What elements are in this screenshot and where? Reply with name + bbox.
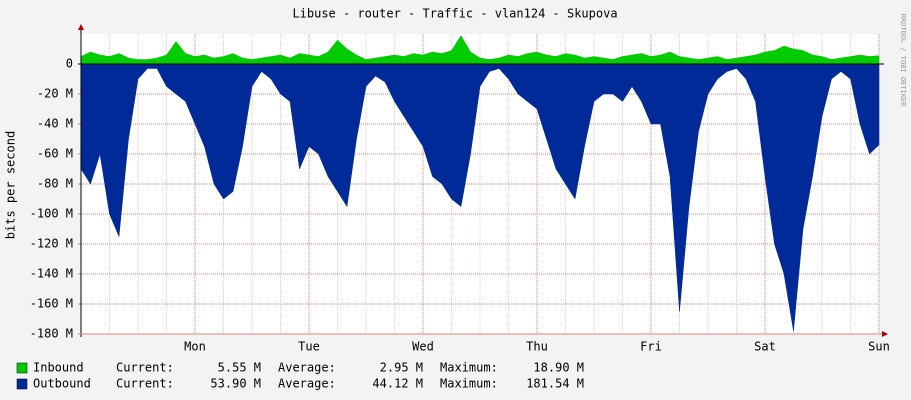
y-tick-label: 0 bbox=[66, 57, 73, 71]
y-tick-label: -180 M bbox=[30, 327, 73, 341]
y-axis-arrow bbox=[78, 24, 84, 30]
legend-swatch bbox=[16, 378, 28, 390]
legend-label: Outbound bbox=[33, 377, 91, 391]
y-axis-label: bits per second bbox=[4, 131, 18, 239]
stat-label: Current: bbox=[116, 361, 174, 375]
legend-swatch bbox=[16, 362, 28, 374]
y-tick-label: -160 M bbox=[30, 297, 73, 311]
x-tick-label: Mon bbox=[184, 340, 206, 354]
watermark: RRDTOOL / TOBI OETIKER bbox=[899, 14, 907, 108]
y-tick-label: -60 M bbox=[37, 147, 73, 161]
x-tick-label: Fri bbox=[640, 340, 662, 354]
area-1 bbox=[80, 63, 880, 332]
x-tick-label: Wed bbox=[412, 340, 434, 354]
x-tick-label: Thu bbox=[526, 340, 548, 354]
stat-label: Current: bbox=[116, 377, 174, 391]
y-tick-label: -140 M bbox=[30, 267, 73, 281]
y-tick-label: -20 M bbox=[37, 87, 73, 101]
x-tick-label: Tue bbox=[298, 340, 320, 354]
stat-label: Maximum: bbox=[440, 377, 498, 391]
area-0 bbox=[80, 35, 880, 65]
y-tick-label: -40 M bbox=[37, 117, 73, 131]
legend-label: Inbound bbox=[33, 361, 84, 375]
y-tick-label: -120 M bbox=[30, 237, 73, 251]
stat-value: 53.90 M bbox=[210, 377, 261, 391]
stat-value: 181.54 M bbox=[526, 377, 584, 391]
stat-value: 18.90 M bbox=[533, 361, 584, 375]
stat-value: 5.55 M bbox=[218, 361, 261, 375]
x-tick-label: Sat bbox=[754, 340, 776, 354]
x-axis-arrow bbox=[882, 331, 888, 337]
stat-label: Average: bbox=[278, 361, 336, 375]
stat-value: 2.95 M bbox=[380, 361, 423, 375]
y-tick-label: -100 M bbox=[30, 207, 73, 221]
stat-label: Average: bbox=[278, 377, 336, 391]
stat-label: Maximum: bbox=[440, 361, 498, 375]
chart-title: Libuse - router - Traffic - vlan124 - Sk… bbox=[292, 7, 617, 21]
y-tick-label: -80 M bbox=[37, 177, 73, 191]
x-tick-label: Sun bbox=[868, 340, 890, 354]
stat-value: 44.12 M bbox=[372, 377, 423, 391]
